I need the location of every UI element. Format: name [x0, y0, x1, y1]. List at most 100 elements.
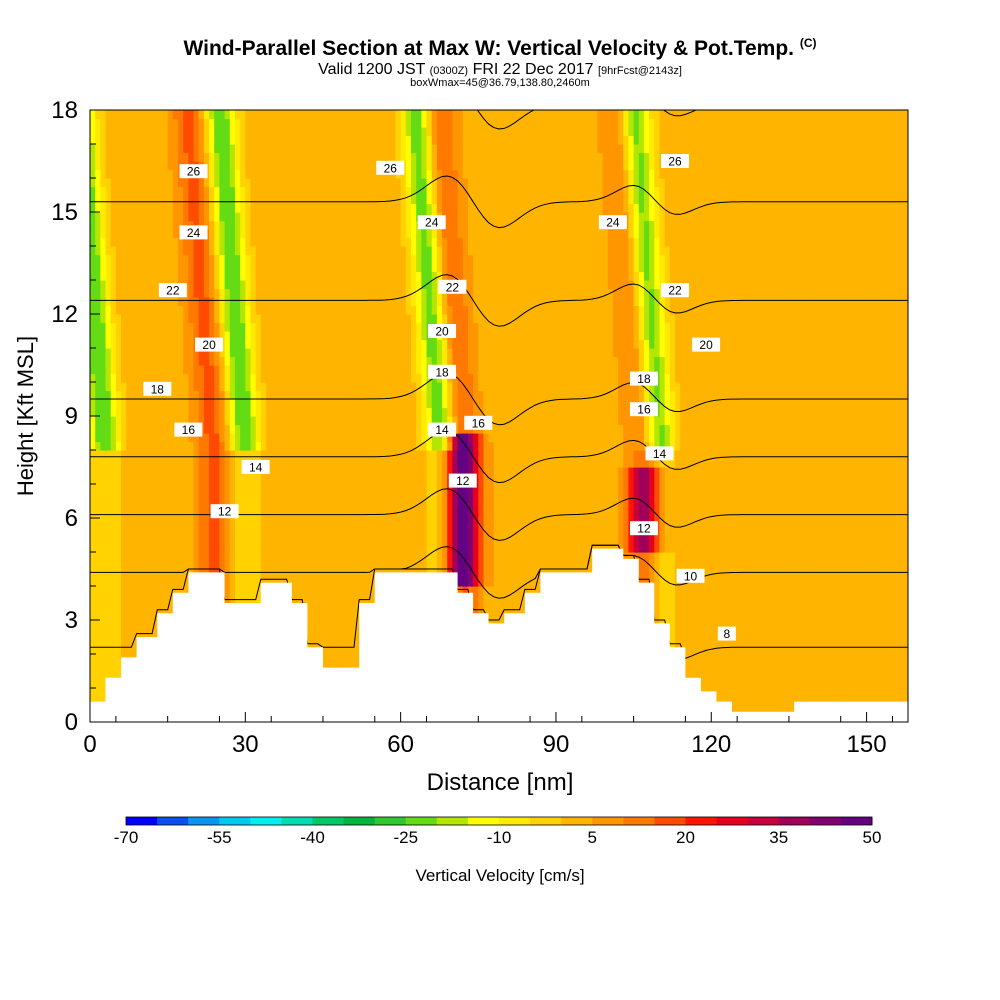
velocity-cell [312, 237, 319, 247]
velocity-cell [224, 110, 231, 120]
velocity-cell [105, 390, 112, 400]
velocity-cell [115, 314, 122, 324]
velocity-cell [421, 237, 428, 247]
velocity-cell [354, 577, 360, 587]
velocity-cell [136, 220, 143, 230]
velocity-cell [343, 280, 350, 290]
velocity-cell [379, 195, 386, 205]
velocity-cell [229, 237, 236, 247]
velocity-cell [193, 492, 200, 502]
velocity-cell [364, 484, 371, 494]
velocity-cell [410, 186, 417, 196]
velocity-cell [442, 509, 448, 519]
velocity-cell [426, 475, 433, 485]
velocity-cell [152, 203, 158, 213]
velocity-cell [172, 441, 179, 451]
velocity-cell [105, 620, 112, 630]
velocity-cell [90, 263, 96, 273]
velocity-cell [421, 186, 428, 196]
velocity-cell [431, 484, 438, 494]
velocity-cell [219, 535, 226, 545]
velocity-cell [328, 492, 334, 502]
velocity-cell [162, 246, 169, 256]
velocity-cell [266, 552, 272, 562]
velocity-cell [307, 586, 314, 596]
velocity-cell [442, 407, 448, 417]
velocity-cell [302, 569, 309, 579]
velocity-cell [405, 373, 412, 383]
velocity-cell [100, 152, 107, 162]
velocity-cell [229, 280, 236, 290]
velocity-cell [374, 552, 381, 562]
velocity-cell [374, 110, 381, 120]
velocity-cell [136, 229, 143, 239]
velocity-cell [100, 501, 107, 511]
velocity-cell [214, 543, 221, 553]
velocity-cell [390, 144, 397, 154]
velocity-cell [317, 569, 324, 579]
velocity-cell [333, 237, 340, 247]
velocity-cell [126, 509, 133, 519]
velocity-cell [172, 356, 179, 366]
velocity-cell [400, 297, 407, 307]
velocity-cell [234, 433, 241, 443]
velocity-cell [188, 118, 195, 128]
velocity-cell [193, 390, 200, 400]
velocity-cell [136, 314, 143, 324]
velocity-cell [348, 399, 355, 409]
velocity-cell [229, 135, 236, 145]
velocity-cell [146, 441, 153, 451]
velocity-cell [90, 509, 96, 519]
velocity-cell [224, 169, 231, 179]
velocity-cell [146, 203, 153, 213]
velocity-cell [385, 237, 391, 247]
velocity-cell [379, 365, 386, 375]
velocity-cell [286, 237, 293, 247]
velocity-cell [379, 314, 386, 324]
velocity-cell [297, 220, 303, 230]
velocity-cell [369, 365, 376, 375]
velocity-cell [405, 178, 412, 188]
velocity-cell [131, 373, 138, 383]
velocity-cell [193, 195, 200, 205]
velocity-cell [343, 161, 350, 171]
velocity-cell [229, 348, 236, 358]
velocity-cell [307, 509, 314, 519]
velocity-cell [354, 152, 360, 162]
velocity-cell [281, 407, 288, 417]
velocity-cell [209, 535, 215, 545]
velocity-cell [240, 594, 246, 604]
velocity-cell [126, 458, 133, 468]
velocity-cell [203, 484, 210, 494]
velocity-cell [224, 484, 231, 494]
velocity-cell [198, 458, 205, 468]
velocity-cell [188, 212, 195, 222]
velocity-cell [400, 356, 407, 366]
velocity-cell [157, 552, 164, 562]
velocity-cell [260, 186, 267, 196]
velocity-cell [167, 263, 174, 273]
velocity-cell [354, 509, 360, 519]
velocity-cell [421, 110, 428, 120]
velocity-cell [276, 110, 283, 120]
velocity-cell [172, 271, 179, 281]
velocity-cell [105, 594, 112, 604]
velocity-cell [266, 280, 272, 290]
velocity-cell [307, 382, 314, 392]
velocity-cell [395, 314, 402, 324]
velocity-cell [214, 135, 221, 145]
velocity-cell [266, 484, 272, 494]
velocity-cell [338, 535, 345, 545]
velocity-cell [131, 637, 138, 647]
velocity-cell [183, 356, 189, 366]
velocity-cell [442, 492, 448, 502]
velocity-cell [214, 416, 221, 426]
velocity-cell [172, 305, 179, 315]
velocity-cell [121, 271, 127, 281]
velocity-cell [348, 110, 355, 120]
velocity-cell [219, 518, 226, 528]
velocity-cell [260, 271, 267, 281]
velocity-cell [152, 433, 158, 443]
velocity-cell [224, 594, 231, 604]
velocity-cell [219, 280, 226, 290]
